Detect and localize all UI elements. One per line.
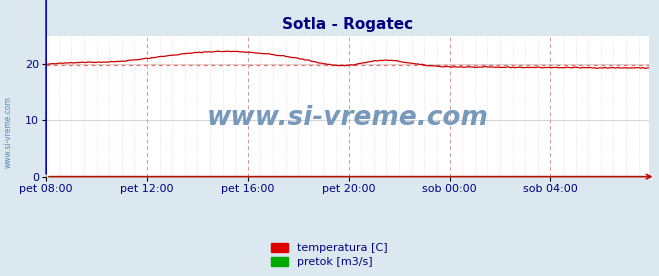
Text: www.si-vreme.com: www.si-vreme.com (207, 105, 488, 131)
Legend: temperatura [C], pretok [m3/s]: temperatura [C], pretok [m3/s] (268, 240, 391, 270)
Title: Sotla - Rogatec: Sotla - Rogatec (282, 17, 413, 32)
Text: www.si-vreme.com: www.si-vreme.com (3, 97, 13, 168)
